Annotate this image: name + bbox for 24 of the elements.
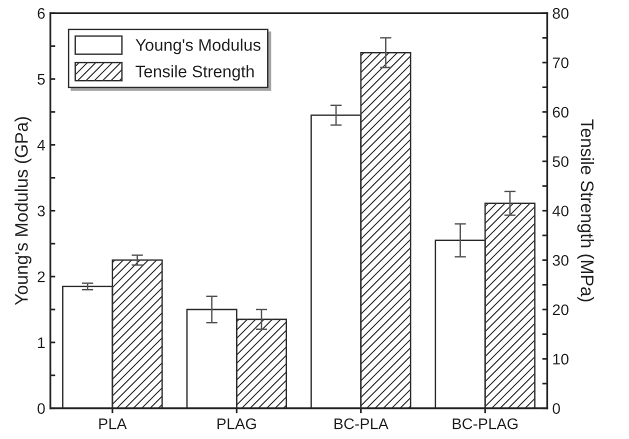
y2-tick-label: 10 [553,354,568,365]
y-tick-label: 0 [38,403,45,414]
x-tick-label: BC-PLAG [452,418,518,430]
y2-tick-label: 70 [552,57,568,68]
y-tick-label: 2 [38,271,45,282]
y2-tick-label: 30 [552,254,568,266]
y2-tick-label: 0 [552,403,560,414]
y2-tick-label: 20 [552,304,568,316]
y-tick-label: 4 [37,140,46,150]
y-tick-label: 1 [38,337,45,348]
legend-label: Young's Modulus [136,38,260,54]
y2-tick-label: 80 [552,8,568,19]
y-tick-label: 6 [38,8,45,19]
x-tick-label: PLA [99,418,127,430]
y-tick-label: 3 [38,206,45,216]
y2-tick-label: 50 [552,156,568,168]
x-tick-label: BC-PLA [334,418,388,430]
y2-tick-label: 40 [552,206,568,216]
y2-tick-label: 60 [552,106,568,118]
y-tick-label: 5 [38,74,45,85]
y2-axis-title: Tensile Strength (MPa) [577,119,594,302]
legend-label: Tensile Strength [136,65,254,81]
x-tick-label: PLAG [218,418,256,430]
y-axis-title: Young's Modulus (GPa) [14,117,32,306]
